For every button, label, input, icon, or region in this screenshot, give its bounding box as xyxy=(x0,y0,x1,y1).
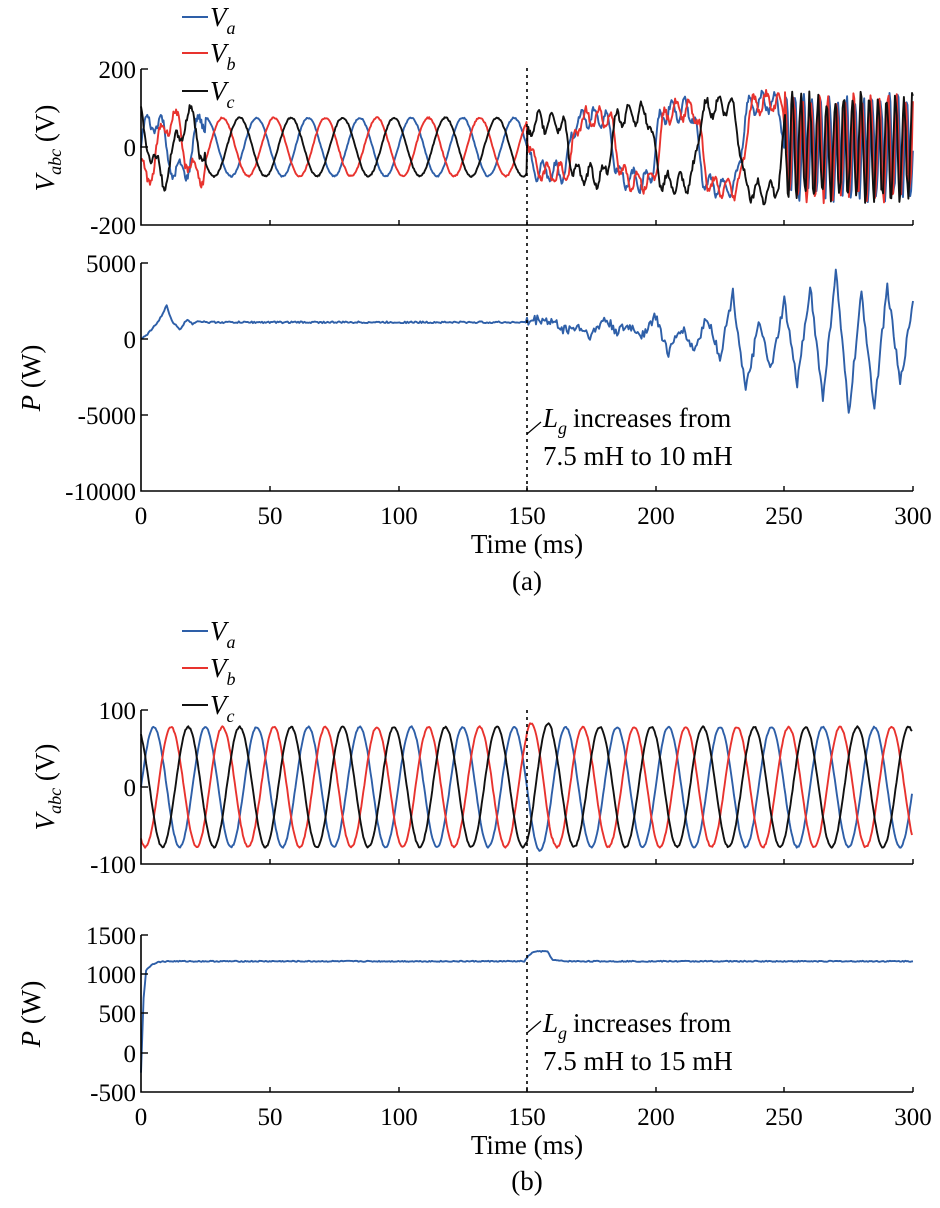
xlabel-a: Time (ms) xyxy=(471,529,583,559)
voltage-series-Vc xyxy=(140,722,913,849)
panel-b-power-plot: 1500 1000 500 0 -500 0 50 100 150 200 25… xyxy=(16,923,932,1196)
ylabel-b-voltage: Vabc (V) xyxy=(30,744,65,831)
xtick-a-0: 0 xyxy=(135,503,148,530)
ytick-a-p-0: 5000 xyxy=(86,251,136,278)
legend-b-vc-label: Vc xyxy=(210,690,235,726)
xtick-a-2: 100 xyxy=(380,503,418,530)
ylabel-a-voltage: Vabc (V) xyxy=(30,105,65,192)
annotation-a-line1: Lg increases from xyxy=(542,403,731,438)
ytick-b-p-1: 1000 xyxy=(86,962,136,989)
panel-a-power-trace xyxy=(140,268,914,414)
legend-a: Va Vb Vc xyxy=(182,2,236,112)
legend-b-vb-label: Vb xyxy=(210,653,236,689)
ytick-a-v-0: 200 xyxy=(99,57,137,84)
xlabel-b: Time (ms) xyxy=(471,1130,583,1160)
panel-label-b: (b) xyxy=(511,1166,542,1196)
xtick-a-5: 250 xyxy=(765,503,803,530)
legend-vb-label: Vb xyxy=(210,38,236,74)
xtick-a-1: 50 xyxy=(258,503,283,530)
xtick-b-1: 50 xyxy=(258,1104,283,1131)
ytick-a-v-2: -200 xyxy=(90,213,136,240)
ytick-a-p-2: -5000 xyxy=(78,403,136,430)
ytick-b-p-0: 1500 xyxy=(86,923,136,950)
ytick-b-v-1: 0 xyxy=(124,775,137,802)
voltage-series-Vc xyxy=(140,90,914,206)
xtick-b-4: 200 xyxy=(637,1104,675,1131)
xtick-b-6: 300 xyxy=(894,1104,932,1131)
annotation-a-pointer xyxy=(526,421,542,435)
ytick-b-p-4: -500 xyxy=(90,1080,136,1107)
ytick-b-v-2: -100 xyxy=(90,852,136,879)
panel-b-voltage-traces xyxy=(140,722,913,852)
panel-a-power-plot: 5000 0 -5000 -10000 0 50 100 150 200 250… xyxy=(16,251,932,596)
panel-label-a: (a) xyxy=(512,566,542,596)
legend-b: Va Vb Vc xyxy=(182,616,236,726)
annotation-b-line1: Lg increases from xyxy=(542,1008,731,1043)
xtick-a-4: 200 xyxy=(637,503,675,530)
legend-b-va-label: Va xyxy=(210,616,236,652)
annotation-a-line2: 7.5 mH to 10 mH xyxy=(543,441,733,471)
ytick-a-p-3: -10000 xyxy=(65,479,136,506)
panel-a-voltage-plot: Va Vb Vc 200 0 -200 Vabc (V) xyxy=(30,2,914,240)
panel-a-power-ticks xyxy=(141,262,914,491)
ylabel-a-power: P (W) xyxy=(16,345,46,413)
voltage-series-Vb xyxy=(140,722,913,849)
annotation-b-pointer xyxy=(526,1020,542,1034)
xtick-b-0: 0 xyxy=(135,1104,148,1131)
power-series-P xyxy=(140,268,914,414)
xtick-a-3: 150 xyxy=(508,503,546,530)
ytick-a-p-1: 0 xyxy=(124,327,137,354)
xtick-b-5: 250 xyxy=(765,1104,803,1131)
xtick-b-2: 100 xyxy=(380,1104,418,1131)
voltage-series-Va xyxy=(140,725,913,852)
panel-b-voltage-plot: Va Vb Vc 100 0 -100 Vabc (V) xyxy=(30,616,914,879)
ytick-b-p-3: 0 xyxy=(124,1041,137,1068)
xtick-a-6: 300 xyxy=(894,503,932,530)
ylabel-b-power: P (W) xyxy=(16,981,46,1049)
annotation-b-line2: 7.5 mH to 15 mH xyxy=(543,1046,733,1076)
xtick-b-3: 150 xyxy=(508,1104,546,1131)
ytick-a-v-1: 0 xyxy=(124,135,137,162)
legend-vc-label: Vc xyxy=(210,76,235,112)
ytick-b-v-0: 100 xyxy=(99,698,137,725)
ytick-b-p-2: 500 xyxy=(99,1001,137,1028)
legend-va-label: Va xyxy=(210,2,236,38)
